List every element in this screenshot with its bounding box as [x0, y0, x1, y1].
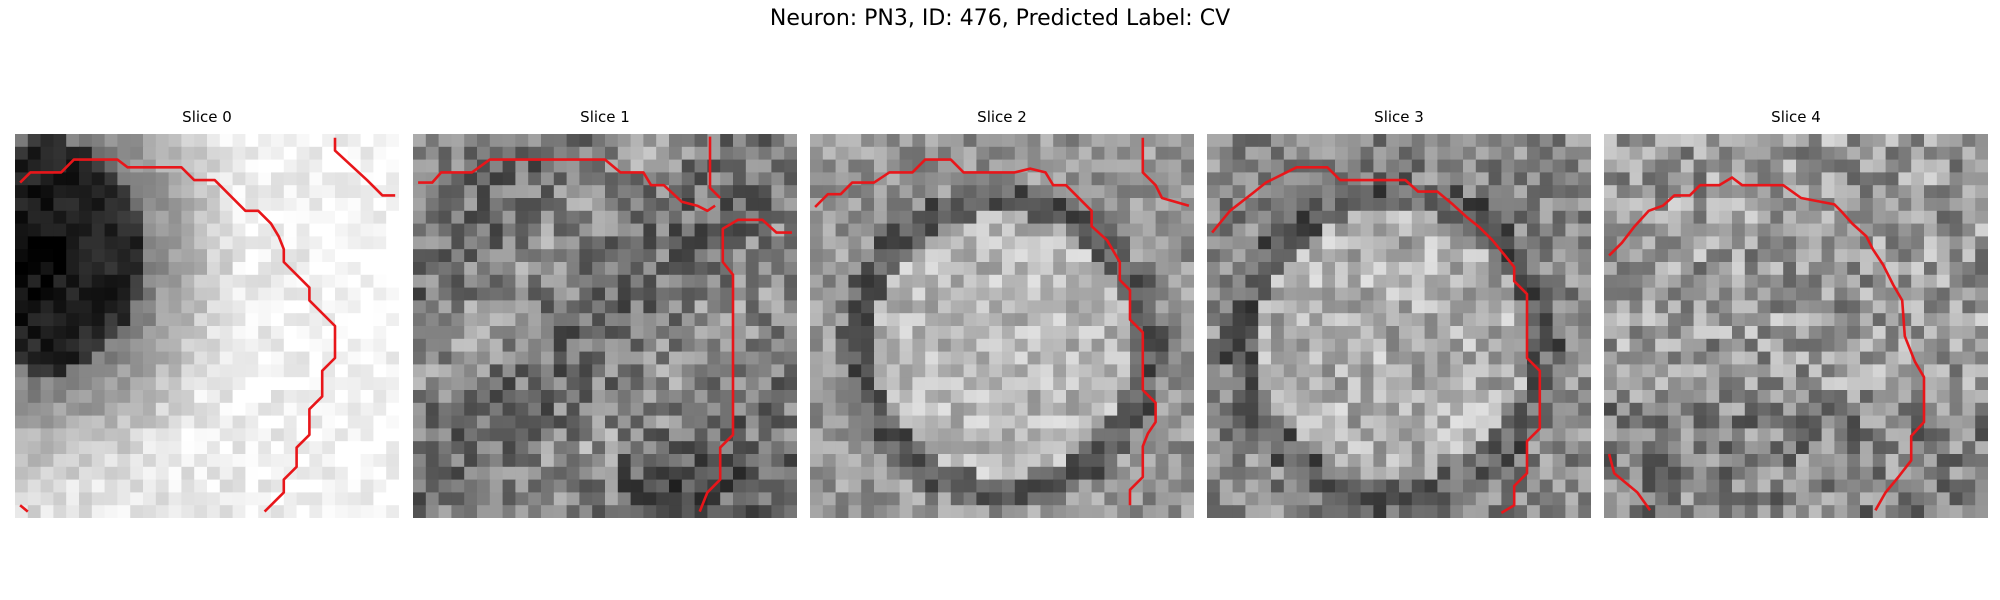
- slice-title: Slice 0: [182, 108, 232, 126]
- pixel-grid: [810, 134, 1194, 518]
- slice-image-1: [413, 134, 797, 518]
- contour-line: [19, 158, 337, 513]
- slice-title: Slice 4: [1771, 108, 1821, 126]
- slice-title: Slice 2: [977, 108, 1027, 126]
- slice-image-4: [1604, 134, 1988, 518]
- pixel-grid: [1604, 134, 1988, 518]
- contour-line: [814, 158, 1157, 506]
- slice-title: Slice 3: [1374, 108, 1424, 126]
- contour-line: [698, 218, 792, 513]
- slice-image-3: [1207, 134, 1591, 518]
- contour-line: [1211, 165, 1542, 515]
- contour-line: [19, 504, 29, 513]
- pixel-grid: [413, 134, 797, 518]
- slice-image-0: [15, 134, 399, 518]
- slice-title: Slice 1: [580, 108, 630, 126]
- figure-title: Neuron: PN3, ID: 476, Predicted Label: C…: [769, 6, 1231, 31]
- contour-line: [708, 136, 722, 199]
- contour-line: [1141, 137, 1190, 207]
- slice-image-2: [810, 134, 1194, 518]
- contour-line: [1607, 453, 1652, 512]
- pixel-grid: [1207, 134, 1591, 518]
- contour-line: [1608, 176, 1926, 511]
- pixel-grid: [15, 134, 399, 518]
- contour-line: [333, 137, 396, 197]
- contour-line: [418, 158, 716, 213]
